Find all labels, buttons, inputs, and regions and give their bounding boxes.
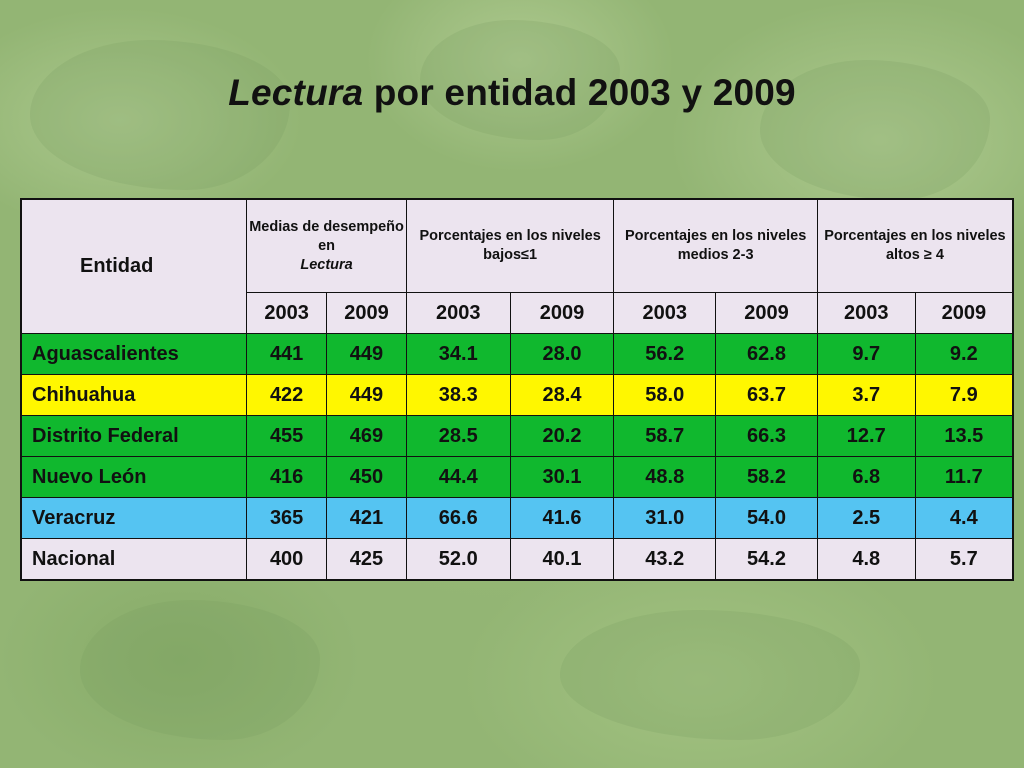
table-cell: 31.0 <box>613 497 717 539</box>
table-cell: 43.2 <box>613 538 717 581</box>
table-cell: 54.0 <box>715 497 818 539</box>
entidad-header: Entidad <box>20 198 248 334</box>
background-map-shape <box>80 600 320 740</box>
table-cell: 52.0 <box>405 538 511 581</box>
table-cell: 40.1 <box>509 538 615 581</box>
row-entity-name: Chihuahua <box>20 374 248 416</box>
table-cell: 12.7 <box>816 415 916 457</box>
table-cell: 56.2 <box>613 333 717 375</box>
table-row: Distrito Federal 455 469 28.5 20.2 58.7 … <box>20 415 1014 457</box>
table-cell: 13.5 <box>914 415 1014 457</box>
group-header-medias-line1: Medias de desempeño en <box>249 218 404 254</box>
year-header: 2009 <box>509 292 615 334</box>
table-cell: 469 <box>326 415 407 457</box>
row-entity-name: Nuevo León <box>20 456 248 498</box>
table-cell: 30.1 <box>509 456 615 498</box>
group-header-medios: Porcentajes en los niveles medios 2-3 <box>613 198 818 293</box>
table-cell: 5.7 <box>914 538 1014 581</box>
year-header: 2009 <box>914 292 1014 334</box>
background-map-shape <box>30 40 290 190</box>
table-cell: 58.7 <box>613 415 717 457</box>
table-cell: 66.6 <box>405 497 511 539</box>
table-cell: 449 <box>326 333 407 375</box>
year-header: 2009 <box>715 292 818 334</box>
table-cell: 7.9 <box>914 374 1014 416</box>
table-cell: 20.2 <box>509 415 615 457</box>
year-header: 2003 <box>246 292 328 334</box>
table-cell: 3.7 <box>816 374 916 416</box>
group-header-medias: Medias de desempeño en Lectura <box>246 198 407 293</box>
year-header: 2003 <box>405 292 511 334</box>
table-row: Nacional 400 425 52.0 40.1 43.2 54.2 4.8… <box>20 538 1014 581</box>
group-header-bajos: Porcentajes en los niveles bajos≤1 <box>405 198 615 293</box>
table-row: Nuevo León 416 450 44.4 30.1 48.8 58.2 6… <box>20 456 1014 498</box>
background-map-shape <box>420 20 620 140</box>
slide-title-rest: por entidad 2003 y 2009 <box>363 72 796 113</box>
table-cell: 66.3 <box>715 415 818 457</box>
year-header: 2003 <box>816 292 916 334</box>
table-cell: 450 <box>326 456 407 498</box>
table-cell: 421 <box>326 497 407 539</box>
table-cell: 365 <box>246 497 328 539</box>
table-cell: 62.8 <box>715 333 818 375</box>
table-cell: 28.4 <box>509 374 615 416</box>
table-cell: 2.5 <box>816 497 916 539</box>
slide-title: Lectura por entidad 2003 y 2009 <box>0 72 1024 114</box>
row-entity-name: Veracruz <box>20 497 248 539</box>
row-entity-name: Aguascalientes <box>20 333 248 375</box>
slide-title-italic: Lectura <box>228 72 364 113</box>
background-map-shape <box>560 610 860 740</box>
group-header-bajos-text: Porcentajes en los niveles bajos <box>419 228 601 263</box>
table-cell: 41.6 <box>509 497 615 539</box>
table-cell: 48.8 <box>613 456 717 498</box>
table-cell: 58.2 <box>715 456 818 498</box>
table-cell: 11.7 <box>914 456 1014 498</box>
table-cell: 441 <box>246 333 328 375</box>
table-cell: 455 <box>246 415 328 457</box>
table-row: Chihuahua 422 449 38.3 28.4 58.0 63.7 3.… <box>20 374 1014 416</box>
table-cell: 34.1 <box>405 333 511 375</box>
table-cell: 4.8 <box>816 538 916 581</box>
table-cell: 6.8 <box>816 456 916 498</box>
table-cell: 58.0 <box>613 374 717 416</box>
table-cell: 9.7 <box>816 333 916 375</box>
group-header-altos-suffix: 4 <box>931 247 944 263</box>
table-cell: 4.4 <box>914 497 1014 539</box>
table-cell: 28.0 <box>509 333 615 375</box>
table-row: Aguascalientes 441 449 34.1 28.0 56.2 62… <box>20 333 1014 375</box>
table-cell: 54.2 <box>715 538 818 581</box>
table-cell: 422 <box>246 374 328 416</box>
row-entity-name: Nacional <box>20 538 248 581</box>
table-cell: 449 <box>326 374 407 416</box>
group-header-altos-text: Porcentajes en los niveles altos <box>824 228 1006 263</box>
group-header-medias-line2: Lectura <box>300 256 353 273</box>
group-header-bajos-suffix: 1 <box>529 247 538 263</box>
table-cell: 9.2 <box>914 333 1014 375</box>
table-cell: 400 <box>246 538 328 581</box>
table-row: Veracruz 365 421 66.6 41.6 31.0 54.0 2.5… <box>20 497 1014 539</box>
group-header-medios-text: Porcentajes en los niveles medios 2-3 <box>624 228 807 263</box>
table-cell: 425 <box>326 538 407 581</box>
year-header: 2009 <box>326 292 407 334</box>
table-cell: 416 <box>246 456 328 498</box>
table-cell: 28.5 <box>405 415 511 457</box>
year-header: 2003 <box>613 292 717 334</box>
group-header-altos: Porcentajes en los niveles altos ≥ 4 <box>816 198 1014 293</box>
greater-equal-symbol: ≥ <box>923 247 932 263</box>
table-cell: 44.4 <box>405 456 511 498</box>
row-entity-name: Distrito Federal <box>20 415 248 457</box>
background-map-shape <box>760 60 990 200</box>
table-cell: 38.3 <box>405 374 511 416</box>
less-equal-symbol: ≤ <box>521 247 530 263</box>
lectura-table: Entidad Medias de desempeño en Lectura P… <box>20 198 1014 581</box>
table-cell: 63.7 <box>715 374 818 416</box>
